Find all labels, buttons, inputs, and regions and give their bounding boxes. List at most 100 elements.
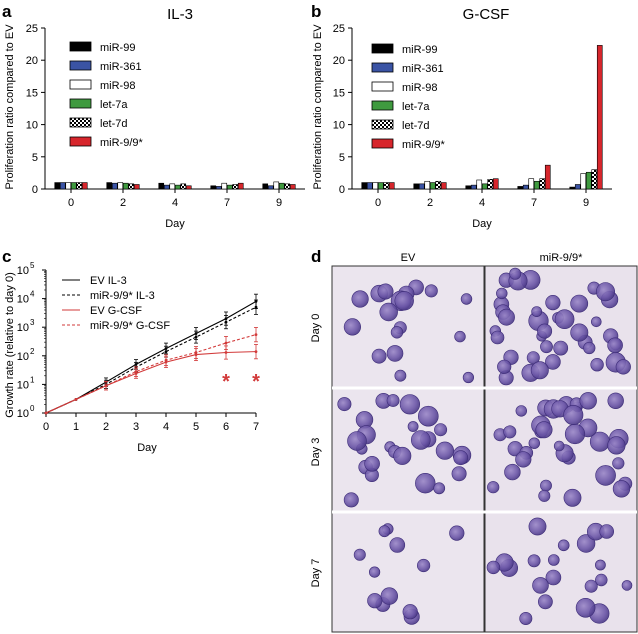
micrograph-row-label-day3: Day 3 <box>310 438 322 467</box>
legend-a-swatch <box>69 98 92 109</box>
cell <box>417 405 439 427</box>
chart-a-xtick-label: 7 <box>224 197 230 209</box>
cell <box>576 534 596 553</box>
cell <box>545 569 562 586</box>
legend-a-swatch <box>69 136 92 147</box>
cell <box>528 437 540 449</box>
cell <box>590 316 602 328</box>
chart-a-ylabel: Proliferation ratio compared to EV <box>4 24 16 190</box>
legend-b-label: let-7d <box>402 120 430 132</box>
bar-b-let7d-day9 <box>591 169 598 190</box>
cell <box>530 361 549 380</box>
cell <box>599 524 615 539</box>
legend-b-label: miR-99 <box>402 44 437 56</box>
legend-a-swatch <box>69 117 92 128</box>
cell <box>351 290 369 308</box>
cell <box>535 421 553 439</box>
bar-a-miR361-day9 <box>267 185 274 190</box>
legend-a-label: miR-361 <box>100 61 142 73</box>
bar-b-miR99-day0 <box>361 182 368 190</box>
bar-b-miR99-day2 <box>440 182 447 190</box>
bar-b-miR361-day0 <box>366 182 373 190</box>
panel-letter-b: b <box>311 2 321 21</box>
chart-b-xtick-label: 4 <box>479 197 485 209</box>
cell <box>454 330 466 343</box>
chart-b-ytick-label: 10 <box>333 120 345 132</box>
bar-b-let7d-day7 <box>539 178 546 190</box>
cell <box>519 611 533 625</box>
cell <box>579 392 597 410</box>
cell <box>369 566 381 578</box>
chart-c-xtick-label: 2 <box>103 421 109 433</box>
chart-c-xlabel: Day <box>137 442 157 454</box>
bar-a-let7a-day0 <box>70 182 77 190</box>
chart-a-ytick-label: 20 <box>26 55 38 67</box>
series-point <box>44 411 48 415</box>
cell <box>509 267 522 280</box>
bar-b-miR98-day0 <box>372 182 379 190</box>
series-line-miR99GCSF <box>45 334 257 414</box>
cell <box>379 302 398 322</box>
cell <box>451 466 467 482</box>
chart-c-xtick-label: 0 <box>43 421 49 433</box>
chart-c-ytick-label: 10 <box>17 379 29 391</box>
cell <box>486 560 501 575</box>
cell <box>434 423 448 437</box>
cell <box>347 431 367 451</box>
cell <box>435 441 455 460</box>
bar-a-miR99-day2 <box>133 184 140 190</box>
panel-letter-c: c <box>2 247 11 266</box>
bar-a-miR99-day9 <box>289 184 296 190</box>
legend-a-label: miR-9/9* <box>100 137 144 149</box>
bar-a-miR99-day7 <box>237 182 244 190</box>
cell <box>367 593 383 609</box>
cell <box>515 405 527 417</box>
chart-b-ytick-label: 20 <box>333 55 345 67</box>
cell <box>460 293 473 305</box>
legend-a-label: miR-99 <box>100 42 135 54</box>
bar-a-miR98-day0 <box>65 182 72 190</box>
bar-a-miR98-day2 <box>117 182 124 190</box>
bar-b-miR99-day9 <box>569 186 576 190</box>
chart-a-title: IL-3 <box>167 6 193 23</box>
legend-c-label: miR-9/9* IL-3 <box>90 290 155 302</box>
cell <box>402 604 418 620</box>
cell <box>621 580 633 591</box>
micrograph-row-label-day0: Day 0 <box>310 314 322 343</box>
chart-c-ytick-label: 10 <box>17 408 29 420</box>
cell <box>607 337 623 354</box>
bar-b-miR99-day7 <box>517 186 524 190</box>
cell <box>394 291 414 311</box>
legend-b-swatch <box>371 43 394 54</box>
panel-a-bar-chart: IL-3 Proliferation ratio compared to EV … <box>4 6 305 230</box>
chart-b-title: G-CSF <box>463 6 510 23</box>
cell <box>583 341 596 355</box>
cell <box>540 479 552 492</box>
cell <box>537 323 553 339</box>
cell <box>527 554 541 568</box>
cell <box>615 359 631 375</box>
cell <box>563 488 582 507</box>
cell <box>553 440 565 452</box>
cell <box>570 323 589 342</box>
bar-a-miR99-day4 <box>158 182 165 190</box>
chart-c-ytick-exponent: 3 <box>30 318 35 327</box>
panel-letter-a: a <box>2 2 12 21</box>
chart-b-xtick-label: 9 <box>583 197 589 209</box>
legend-a-label: let-7a <box>100 99 128 111</box>
cell <box>545 295 561 311</box>
cell <box>343 318 362 336</box>
cell <box>378 525 391 538</box>
chart-b-ytick-label: 15 <box>333 87 345 99</box>
cell <box>538 489 551 502</box>
series-line-EVGCSF <box>45 351 257 414</box>
cell <box>415 473 436 494</box>
chart-b-xtick-label: 0 <box>375 197 381 209</box>
bar-b-miR99-day4 <box>465 185 472 190</box>
chart-c-xtick-label: 1 <box>73 421 79 433</box>
bar-a-miR99-day0 <box>81 182 88 190</box>
chart-c-xtick-label: 5 <box>193 421 199 433</box>
bar-a-miR361-day2 <box>111 182 118 190</box>
cell <box>393 446 412 465</box>
